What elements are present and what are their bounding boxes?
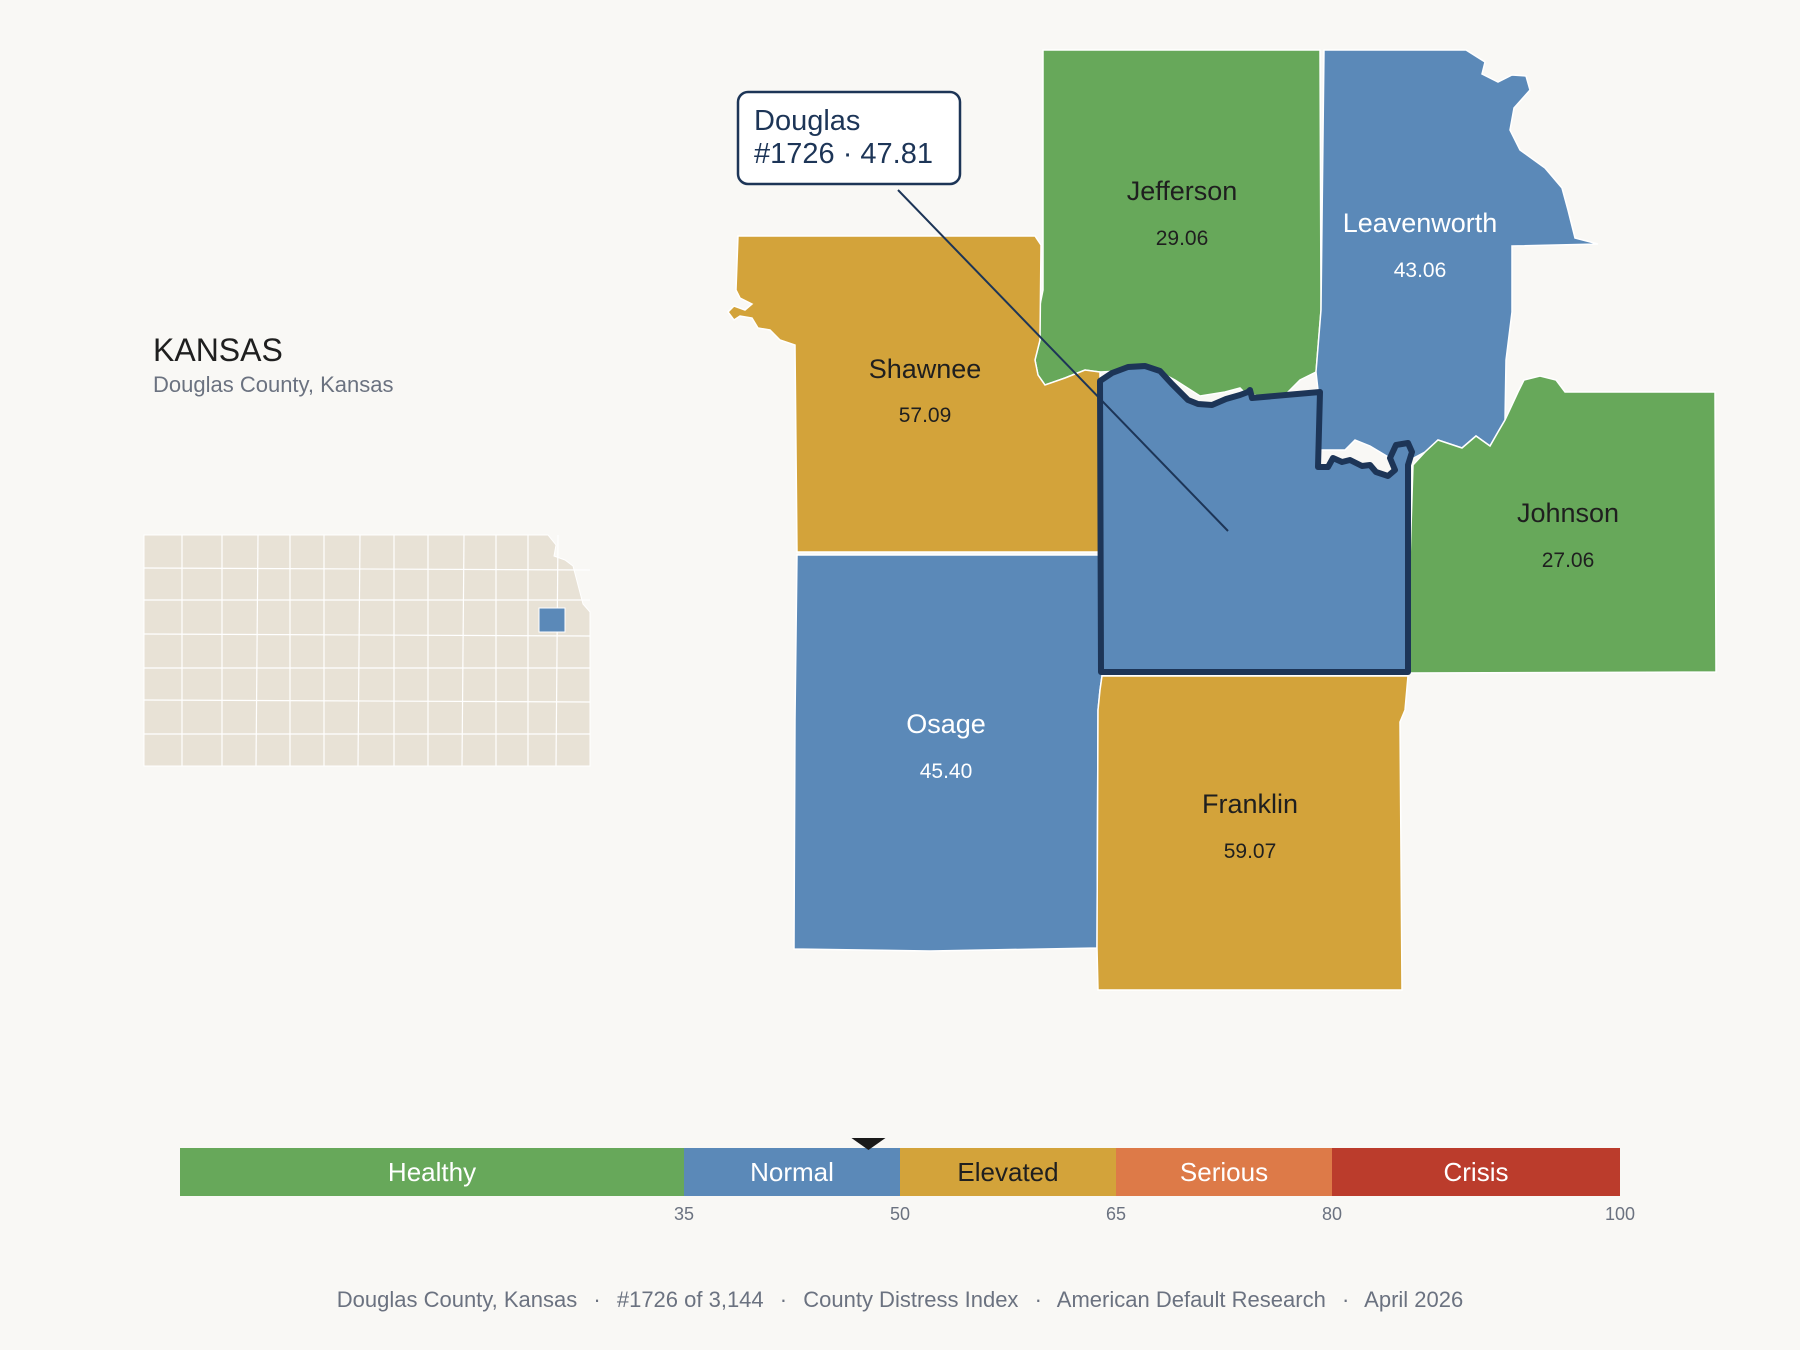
- legend-band-label-elevated: Elevated: [957, 1157, 1058, 1187]
- county-franklin[interactable]: [1096, 675, 1409, 991]
- county-score-johnson: 27.06: [1542, 549, 1595, 572]
- legend-band-label-normal: Normal: [750, 1157, 834, 1187]
- state-inset-map: [143, 534, 591, 767]
- county-score-franklin: 59.07: [1224, 840, 1277, 863]
- county-score-osage: 45.40: [920, 760, 973, 783]
- legend-band-elevated: [900, 1148, 1116, 1196]
- inset-county-border: [555, 534, 559, 767]
- distress-legend: Healthy Normal Elevated Serious Crisis 35 50 65…: [180, 1138, 1635, 1224]
- footer-location: Douglas County, Kansas: [337, 1287, 578, 1312]
- inset-county-border: [143, 699, 591, 703]
- inset-county-border: [357, 534, 361, 767]
- county-grid: [143, 534, 591, 767]
- county-label-osage: Osage: [906, 709, 986, 739]
- legend-tick-80: 80: [1322, 1204, 1342, 1224]
- callout-county-name: Douglas: [754, 105, 860, 137]
- footer-separator-3: ·: [1035, 1287, 1042, 1312]
- legend-tick-50: 50: [890, 1204, 910, 1224]
- footer-index: County Distress Index: [803, 1287, 1018, 1312]
- county-label-shawnee: Shawnee: [869, 354, 982, 384]
- callout-leader-line: [897, 189, 1229, 532]
- legend-band-healthy: [180, 1148, 684, 1196]
- legend-marker-icon: [851, 1138, 886, 1150]
- legend-tick-65: 65: [1106, 1204, 1126, 1224]
- county-osage[interactable]: [793, 554, 1103, 952]
- legend-band-normal: [684, 1148, 900, 1196]
- county-jefferson[interactable]: [1034, 49, 1322, 402]
- county-leavenworth[interactable]: [1315, 49, 1599, 461]
- county-labels: Jefferson 29.06 Leavenworth 43.06 Shawne…: [869, 176, 1619, 863]
- legend-tick-35: 35: [674, 1204, 694, 1224]
- county-score-jefferson: 29.06: [1156, 227, 1209, 250]
- county-callout: Douglas #1726 · 47.81: [736, 90, 1229, 532]
- county-score-leavenworth: 43.06: [1394, 259, 1447, 282]
- legend-band-label-crisis: Crisis: [1444, 1157, 1509, 1187]
- inset-county-border: [255, 534, 259, 767]
- legend-band-crisis: [1332, 1148, 1620, 1196]
- legend-band-label-healthy: Healthy: [388, 1157, 476, 1187]
- inset-county-border: [143, 567, 591, 571]
- county-label-franklin: Franklin: [1202, 789, 1298, 819]
- county-douglas[interactable]: [1097, 363, 1415, 675]
- inset-county-border: [143, 633, 591, 637]
- legend-tick-100: 100: [1605, 1204, 1635, 1224]
- county-johnson[interactable]: [1408, 375, 1717, 674]
- callout-rank-score: #1726 · 47.81: [754, 138, 933, 170]
- county-score-shawnee: 57.09: [899, 404, 952, 427]
- legend-band-serious: [1116, 1148, 1332, 1196]
- inset-highlight-county[interactable]: [538, 607, 566, 633]
- kansas-outline: [143, 534, 591, 767]
- footer-separator-2: ·: [780, 1287, 787, 1312]
- county-label-jefferson: Jefferson: [1127, 176, 1238, 206]
- inset-county-border: [461, 534, 465, 767]
- county-regions: [727, 49, 1717, 991]
- state-subtitle: Douglas County, Kansas: [153, 372, 394, 397]
- footer-separator-1: ·: [593, 1287, 600, 1312]
- footer: Douglas County, Kansas · #1726 of 3,144 …: [337, 1287, 1464, 1312]
- footer-source: American Default Research: [1057, 1287, 1326, 1312]
- callout-box: [736, 90, 962, 186]
- county-shawnee[interactable]: [727, 235, 1101, 553]
- legend-band-label-serious: Serious: [1180, 1157, 1268, 1187]
- state-title: KANSAS: [153, 332, 283, 368]
- footer-separator-4: ·: [1342, 1287, 1349, 1312]
- county-label-leavenworth: Leavenworth: [1343, 208, 1498, 238]
- footer-rank: #1726 of 3,144: [617, 1287, 764, 1312]
- footer-date: April 2026: [1364, 1287, 1463, 1312]
- county-label-johnson: Johnson: [1517, 498, 1619, 528]
